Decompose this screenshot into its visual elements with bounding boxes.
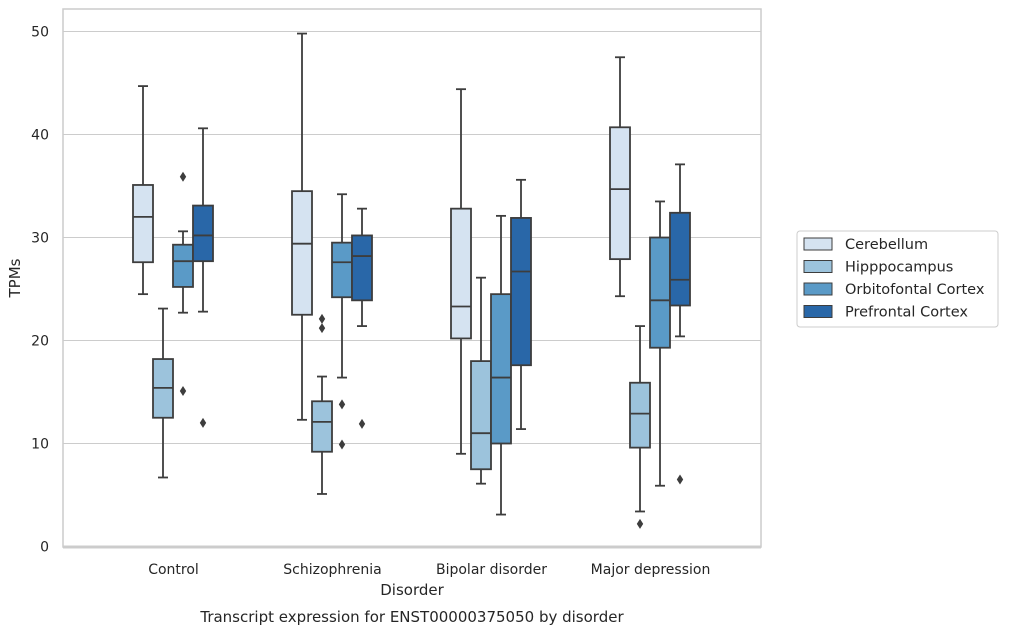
box-cerebellum xyxy=(450,88,472,455)
box-orbitofontal-cortex xyxy=(649,200,671,487)
chart-caption: Transcript expression for ENST0000037505… xyxy=(199,608,624,626)
y-axis-title: TPMs xyxy=(6,258,24,298)
y-tick-label: 0 xyxy=(40,540,49,556)
outlier-point xyxy=(318,313,326,324)
legend-label: Hipppocampus xyxy=(845,260,953,276)
box-cerebellum xyxy=(291,32,313,421)
outlier-point xyxy=(179,385,187,396)
y-tick-label: 50 xyxy=(31,25,49,41)
box-iqr xyxy=(172,243,194,288)
legend-label: Orbitofontal Cortex xyxy=(845,282,985,298)
outlier-point xyxy=(338,439,346,450)
legend-label: Cerebellum xyxy=(845,237,928,253)
box-prefrontal-cortex xyxy=(351,207,373,429)
legend: Cerebellum Hipppocampus Orbitofontal Corte… xyxy=(796,230,999,328)
outlier-point xyxy=(636,518,644,529)
box-iqr xyxy=(291,190,313,316)
box-hipppocampus xyxy=(311,313,333,495)
y-axis-ticks: 0 10 20 30 40 50 xyxy=(31,25,49,556)
box-prefrontal-cortex xyxy=(192,127,214,428)
outlier-point xyxy=(676,474,684,485)
box-cerebellum xyxy=(609,56,631,298)
outlier-point xyxy=(318,323,326,334)
outlier-point xyxy=(179,171,187,182)
box-iqr xyxy=(629,381,651,449)
box-iqr xyxy=(470,360,492,471)
box-iqr xyxy=(331,241,353,299)
box-cerebellum xyxy=(132,85,154,296)
y-tick-label: 10 xyxy=(31,437,49,453)
box-hipppocampus xyxy=(152,307,174,479)
box-iqr xyxy=(351,234,373,302)
x-tick-label: Bipolar disorder xyxy=(436,562,547,578)
box-iqr xyxy=(490,293,512,445)
box-iqr xyxy=(510,217,532,367)
legend-label: Prefrontal Cortex xyxy=(845,305,968,321)
box-hipppocampus xyxy=(629,325,651,529)
outlier-point xyxy=(199,417,207,428)
box-iqr xyxy=(669,211,691,307)
x-axis-ticks: Control Schizophrenia Bipolar disorder Majo… xyxy=(148,562,710,578)
legend-swatch xyxy=(803,237,833,251)
box-iqr xyxy=(192,204,214,263)
y-tick-label: 20 xyxy=(31,334,49,350)
x-tick-label: Major depression xyxy=(591,562,711,578)
legend-frame xyxy=(796,230,999,328)
y-tick-label: 30 xyxy=(31,231,49,247)
outlier-point xyxy=(358,418,366,429)
x-tick-label: Schizophrenia xyxy=(283,562,381,578)
box-orbitofontal-cortex xyxy=(331,193,353,450)
x-tick-label: Control xyxy=(148,562,199,578)
box-iqr xyxy=(311,400,333,453)
legend-swatch xyxy=(803,305,833,318)
plot-frame xyxy=(62,8,762,548)
box-iqr xyxy=(609,126,631,261)
box-iqr xyxy=(649,236,671,349)
box-prefrontal-cortex xyxy=(510,178,532,430)
box-orbitofontal-cortex xyxy=(490,214,512,516)
box-iqr xyxy=(450,207,472,340)
box-prefrontal-cortex xyxy=(669,163,691,485)
legend-swatch xyxy=(803,260,833,273)
box-hipppocampus xyxy=(470,276,492,485)
box-orbitofontal-cortex xyxy=(172,171,194,396)
legend-swatch xyxy=(803,282,833,296)
box-iqr xyxy=(132,184,154,264)
y-tick-label: 40 xyxy=(31,128,49,144)
outlier-point xyxy=(338,399,346,410)
x-axis-title: Disorder xyxy=(380,581,444,599)
box-plot-area xyxy=(132,32,691,529)
